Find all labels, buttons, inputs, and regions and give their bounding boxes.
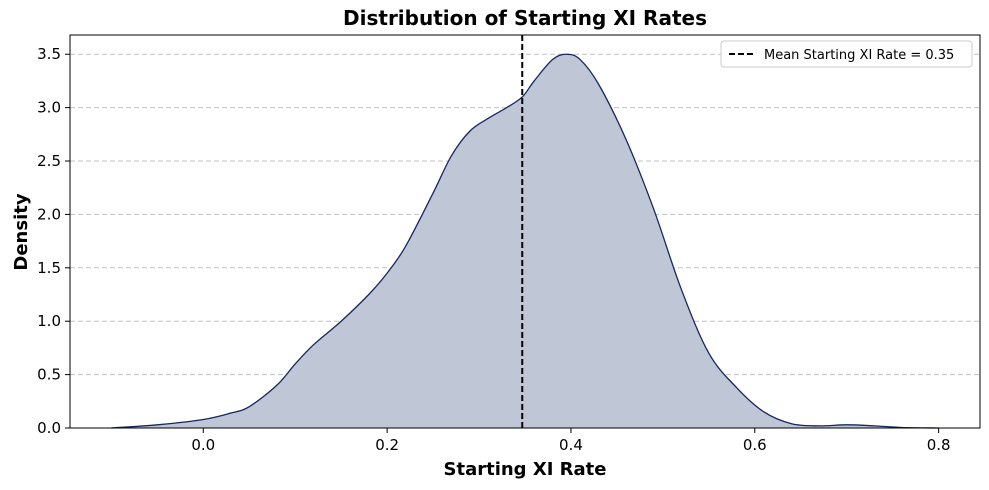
x-tick-label: 0.4 xyxy=(559,436,583,454)
y-tick-label: 3.0 xyxy=(37,99,61,117)
y-tick-label: 3.5 xyxy=(37,45,61,63)
density-curve-line xyxy=(111,53,939,429)
y-tick-label: 1.0 xyxy=(37,312,61,330)
axis-ticks: 0.0 0.2 0.4 0.6 0.8 0.0 0.5 1.0 1.5 2.0 2.5 3.0 3.5 xyxy=(37,45,950,454)
legend-box xyxy=(720,40,973,68)
y-axis-label: Density xyxy=(11,193,32,270)
y-tick-label: 0.5 xyxy=(37,366,61,384)
x-tick-label: 0.2 xyxy=(375,436,399,454)
density-area-fill xyxy=(111,54,939,428)
density-series xyxy=(111,53,939,429)
y-tick-label: 2.5 xyxy=(37,152,61,170)
x-axis-label: Starting XI Rate xyxy=(444,459,607,480)
plot-frame xyxy=(69,34,981,429)
chart-title: Distribution of Starting XI Rates xyxy=(343,6,707,30)
legend: Mean Starting XI Rate = 0.35 xyxy=(720,40,973,68)
x-tick-label: 0.6 xyxy=(743,436,767,454)
y-tick-label: 0.0 xyxy=(37,419,61,437)
y-tick-label: 1.5 xyxy=(37,259,61,277)
legend-label: Mean Starting XI Rate = 0.35 xyxy=(764,48,954,63)
x-tick-label: 0.8 xyxy=(927,436,951,454)
x-tick-label: 0.0 xyxy=(191,436,215,454)
y-tick-label: 2.0 xyxy=(37,205,61,223)
